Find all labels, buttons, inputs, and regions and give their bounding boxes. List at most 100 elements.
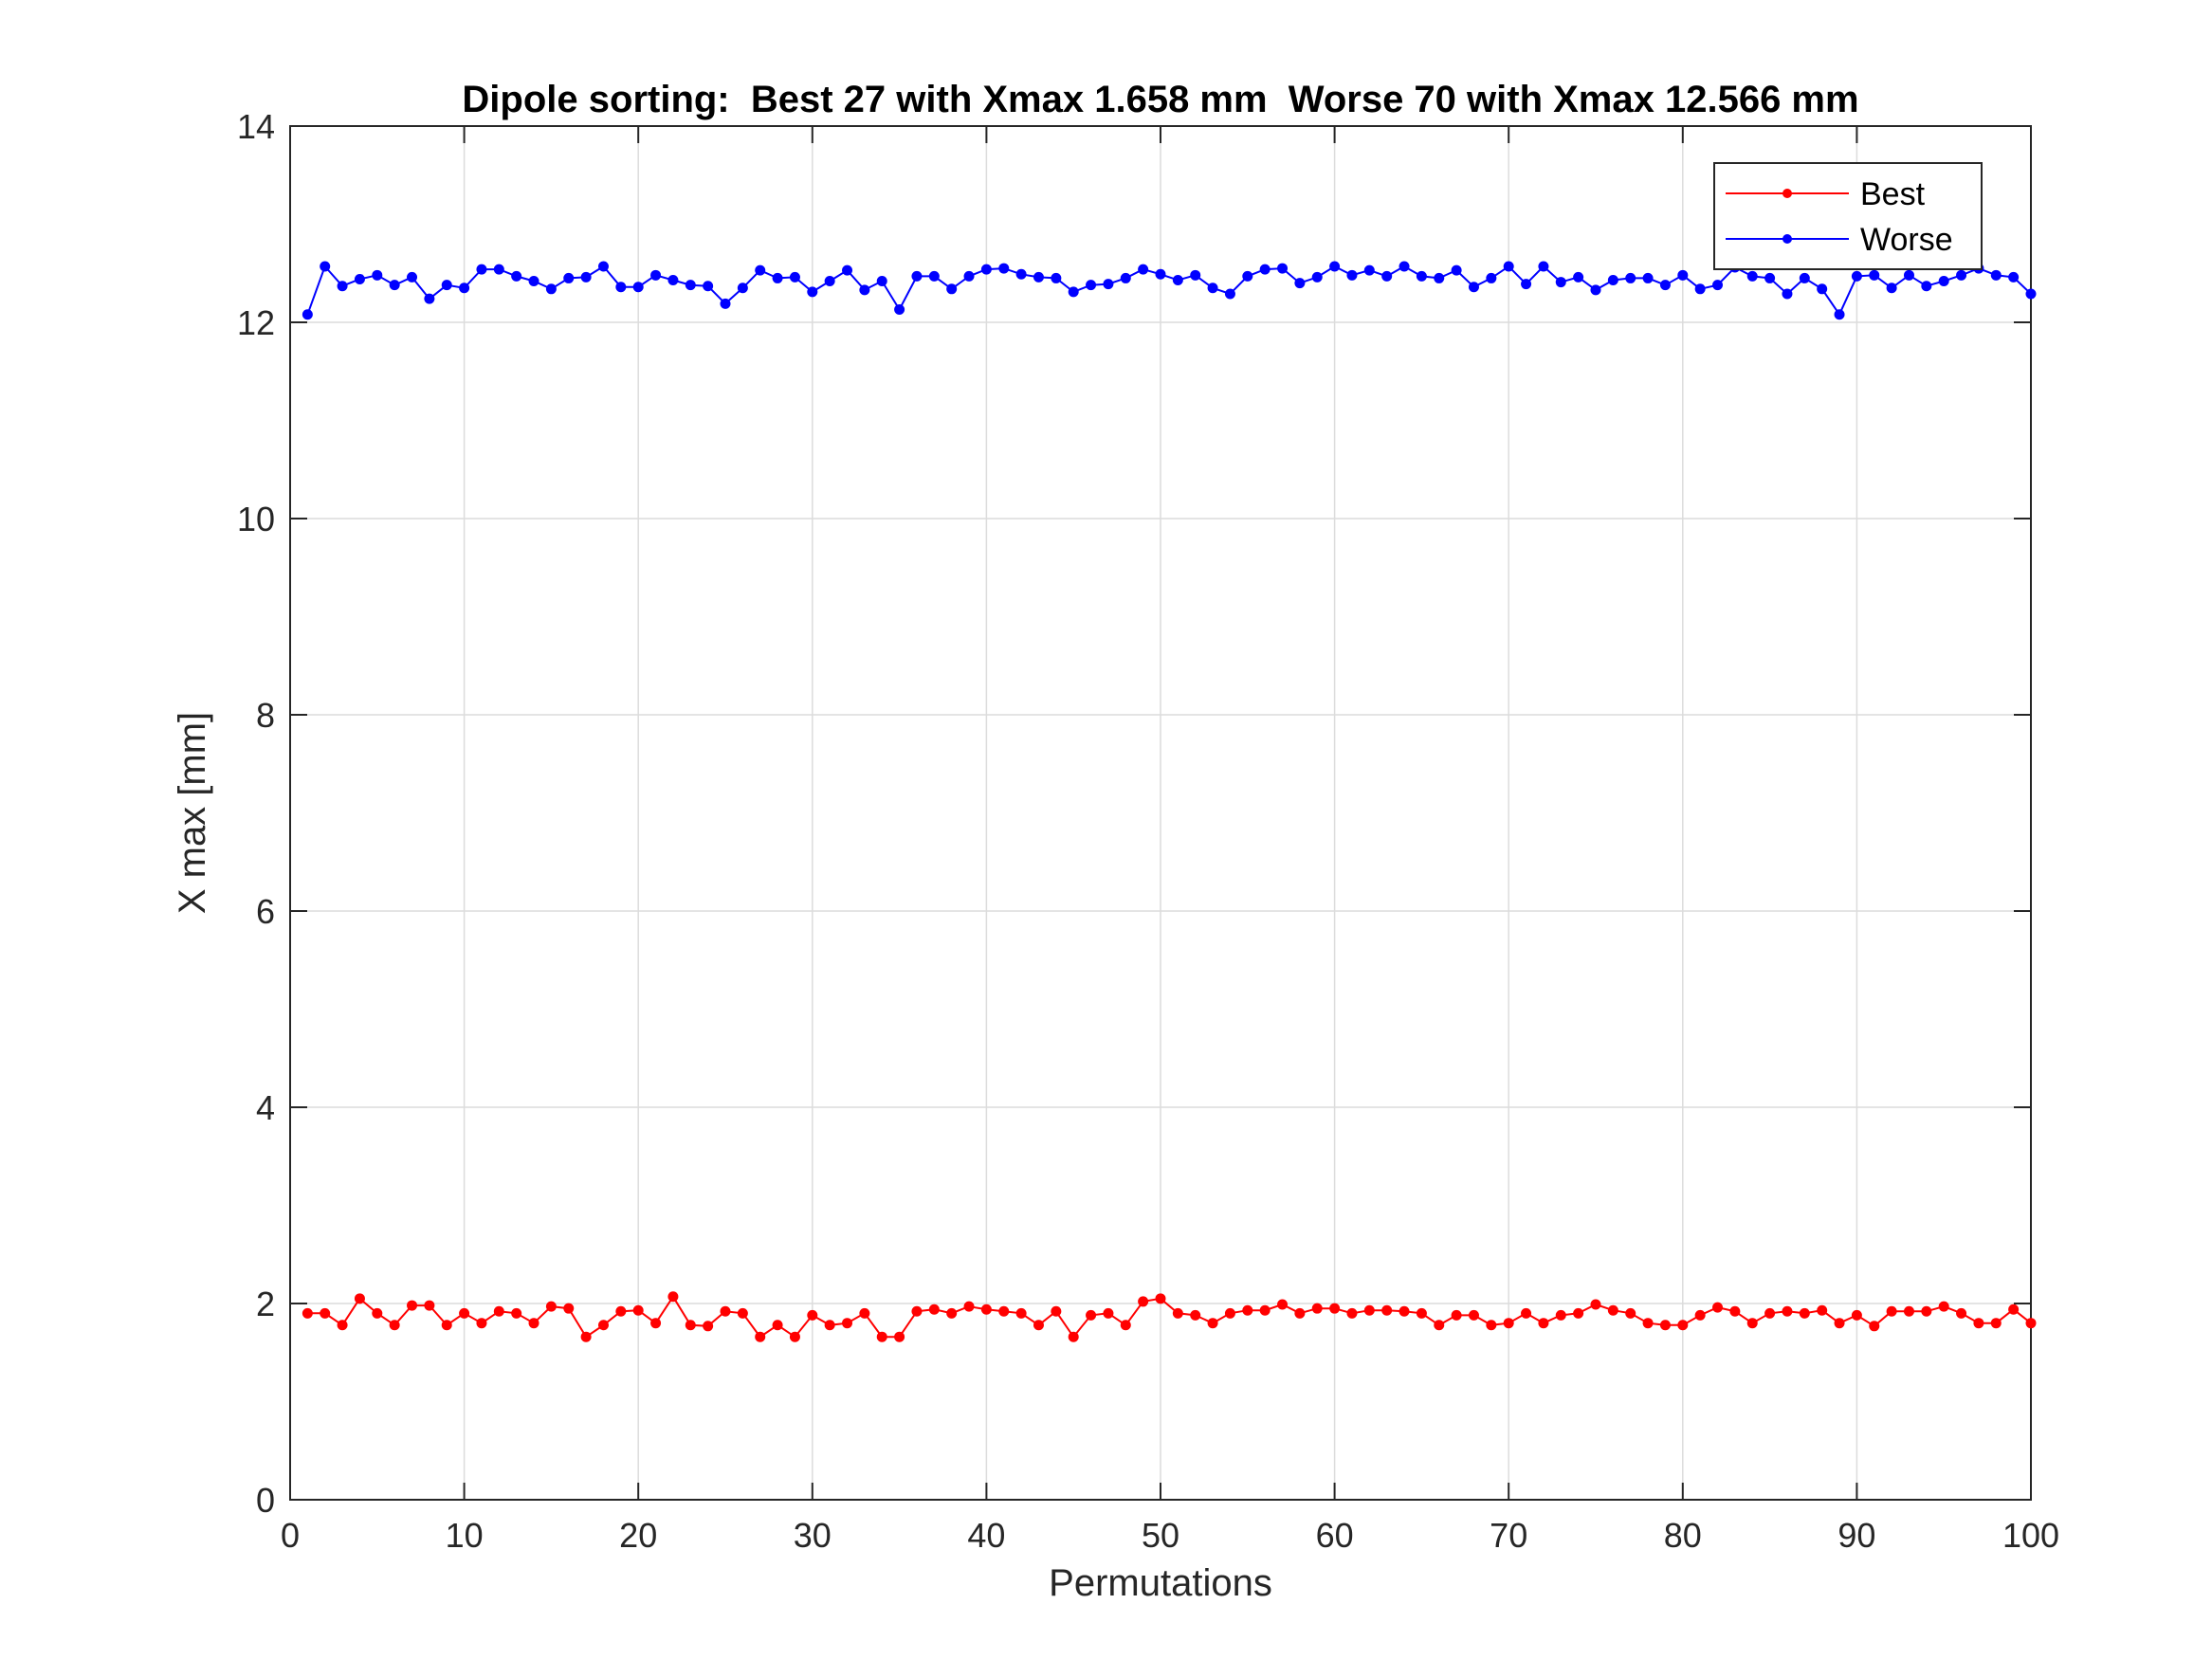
data-point-best xyxy=(1242,1304,1253,1316)
data-point-best xyxy=(737,1307,748,1319)
data-point-worse xyxy=(424,293,435,304)
x-tick-label: 90 xyxy=(1837,1516,1875,1555)
data-point-best xyxy=(372,1307,383,1319)
data-point-best xyxy=(928,1304,940,1315)
data-point-worse xyxy=(1398,261,1410,272)
data-point-best xyxy=(1729,1305,1741,1317)
data-point-best xyxy=(772,1320,783,1331)
data-point-best xyxy=(1659,1320,1671,1331)
x-axis-label: Permutations xyxy=(1049,1562,1272,1604)
x-tick-label: 70 xyxy=(1490,1516,1527,1555)
legend: Best Worse xyxy=(1713,162,1983,270)
data-point-worse xyxy=(1538,261,1549,272)
data-point-worse xyxy=(1746,270,1758,282)
data-point-best xyxy=(1155,1293,1166,1304)
data-point-worse xyxy=(1555,277,1566,288)
series-best xyxy=(302,1291,2037,1342)
data-point-best xyxy=(1329,1303,1341,1314)
data-point-best xyxy=(876,1331,887,1342)
data-point-worse xyxy=(1346,269,1358,281)
data-point-best xyxy=(1207,1318,1218,1329)
y-tick-label: 6 xyxy=(256,892,275,931)
data-point-worse xyxy=(1468,282,1479,293)
data-point-best xyxy=(1521,1307,1532,1319)
legend-label-worse: Worse xyxy=(1860,222,1953,258)
series-worse xyxy=(302,261,2037,320)
legend-box xyxy=(1713,162,1983,270)
data-point-best xyxy=(946,1307,958,1319)
data-point-best xyxy=(441,1320,452,1331)
data-point-worse xyxy=(1329,261,1341,272)
data-point-best xyxy=(1694,1309,1706,1321)
data-point-worse xyxy=(894,304,905,316)
data-point-worse xyxy=(998,263,1010,274)
data-point-best xyxy=(354,1293,365,1304)
data-point-worse xyxy=(1764,272,1776,283)
data-point-worse xyxy=(1486,272,1497,283)
data-point-worse xyxy=(1086,280,1097,291)
data-point-worse xyxy=(1172,274,1183,285)
data-point-worse xyxy=(1138,264,1149,275)
data-point-worse xyxy=(1311,271,1323,283)
data-point-best xyxy=(1486,1320,1497,1331)
data-point-best xyxy=(1311,1303,1323,1314)
legend-label-best: Best xyxy=(1860,176,1926,212)
y-tick-label: 2 xyxy=(256,1285,275,1323)
data-point-worse xyxy=(1712,280,1724,291)
data-point-worse xyxy=(928,270,940,282)
data-point-worse xyxy=(354,273,365,284)
data-point-best xyxy=(894,1331,905,1342)
data-point-best xyxy=(1346,1307,1358,1319)
data-point-best xyxy=(1033,1320,1044,1331)
data-point-worse xyxy=(946,283,958,295)
data-point-best xyxy=(703,1321,714,1332)
data-point-worse xyxy=(1799,272,1810,283)
data-point-best xyxy=(1625,1307,1636,1319)
data-point-worse xyxy=(320,261,331,272)
data-point-worse xyxy=(1990,269,2002,281)
data-point-best xyxy=(597,1320,609,1331)
data-point-best xyxy=(1398,1305,1410,1317)
data-point-worse xyxy=(1659,280,1671,291)
data-point-best xyxy=(1990,1318,2002,1329)
data-point-best xyxy=(407,1300,418,1311)
y-tick-label: 0 xyxy=(256,1481,275,1520)
data-point-best xyxy=(1834,1318,1845,1329)
x-tick-label: 40 xyxy=(967,1516,1005,1555)
data-point-best xyxy=(545,1301,557,1312)
series-line-best xyxy=(307,1294,2032,1339)
data-point-worse xyxy=(1416,270,1427,282)
data-point-best xyxy=(1172,1307,1183,1319)
data-point-best xyxy=(1590,1299,1601,1310)
data-point-best xyxy=(1086,1309,1097,1321)
data-point-best xyxy=(980,1304,992,1315)
data-point-worse xyxy=(1851,270,1862,282)
data-point-best xyxy=(1677,1320,1689,1331)
data-point-worse xyxy=(1694,283,1706,295)
data-point-best xyxy=(650,1318,662,1329)
data-point-worse xyxy=(1381,270,1393,282)
data-point-worse xyxy=(441,280,452,291)
data-point-best xyxy=(389,1320,400,1331)
data-point-best xyxy=(1607,1304,1618,1316)
data-point-worse xyxy=(1068,286,1079,298)
data-point-best xyxy=(1799,1307,1810,1319)
chart-title: Dipole sorting: Best 27 with Xmax 1.658 … xyxy=(462,79,1858,120)
data-point-best xyxy=(1973,1318,1984,1329)
data-point-best xyxy=(615,1305,627,1317)
data-point-worse xyxy=(302,309,313,320)
data-point-worse xyxy=(511,270,522,282)
x-tick-label: 60 xyxy=(1316,1516,1354,1555)
data-point-worse xyxy=(389,280,400,291)
data-point-best xyxy=(563,1303,575,1314)
data-point-worse xyxy=(876,276,887,287)
data-point-worse xyxy=(1434,272,1445,283)
data-point-best xyxy=(789,1331,800,1342)
data-point-best xyxy=(1555,1309,1566,1321)
data-point-best xyxy=(911,1305,923,1317)
data-point-worse xyxy=(597,261,609,272)
y-tick-label: 10 xyxy=(237,500,275,538)
y-tick-label: 4 xyxy=(256,1088,275,1127)
data-point-best xyxy=(1294,1307,1306,1319)
